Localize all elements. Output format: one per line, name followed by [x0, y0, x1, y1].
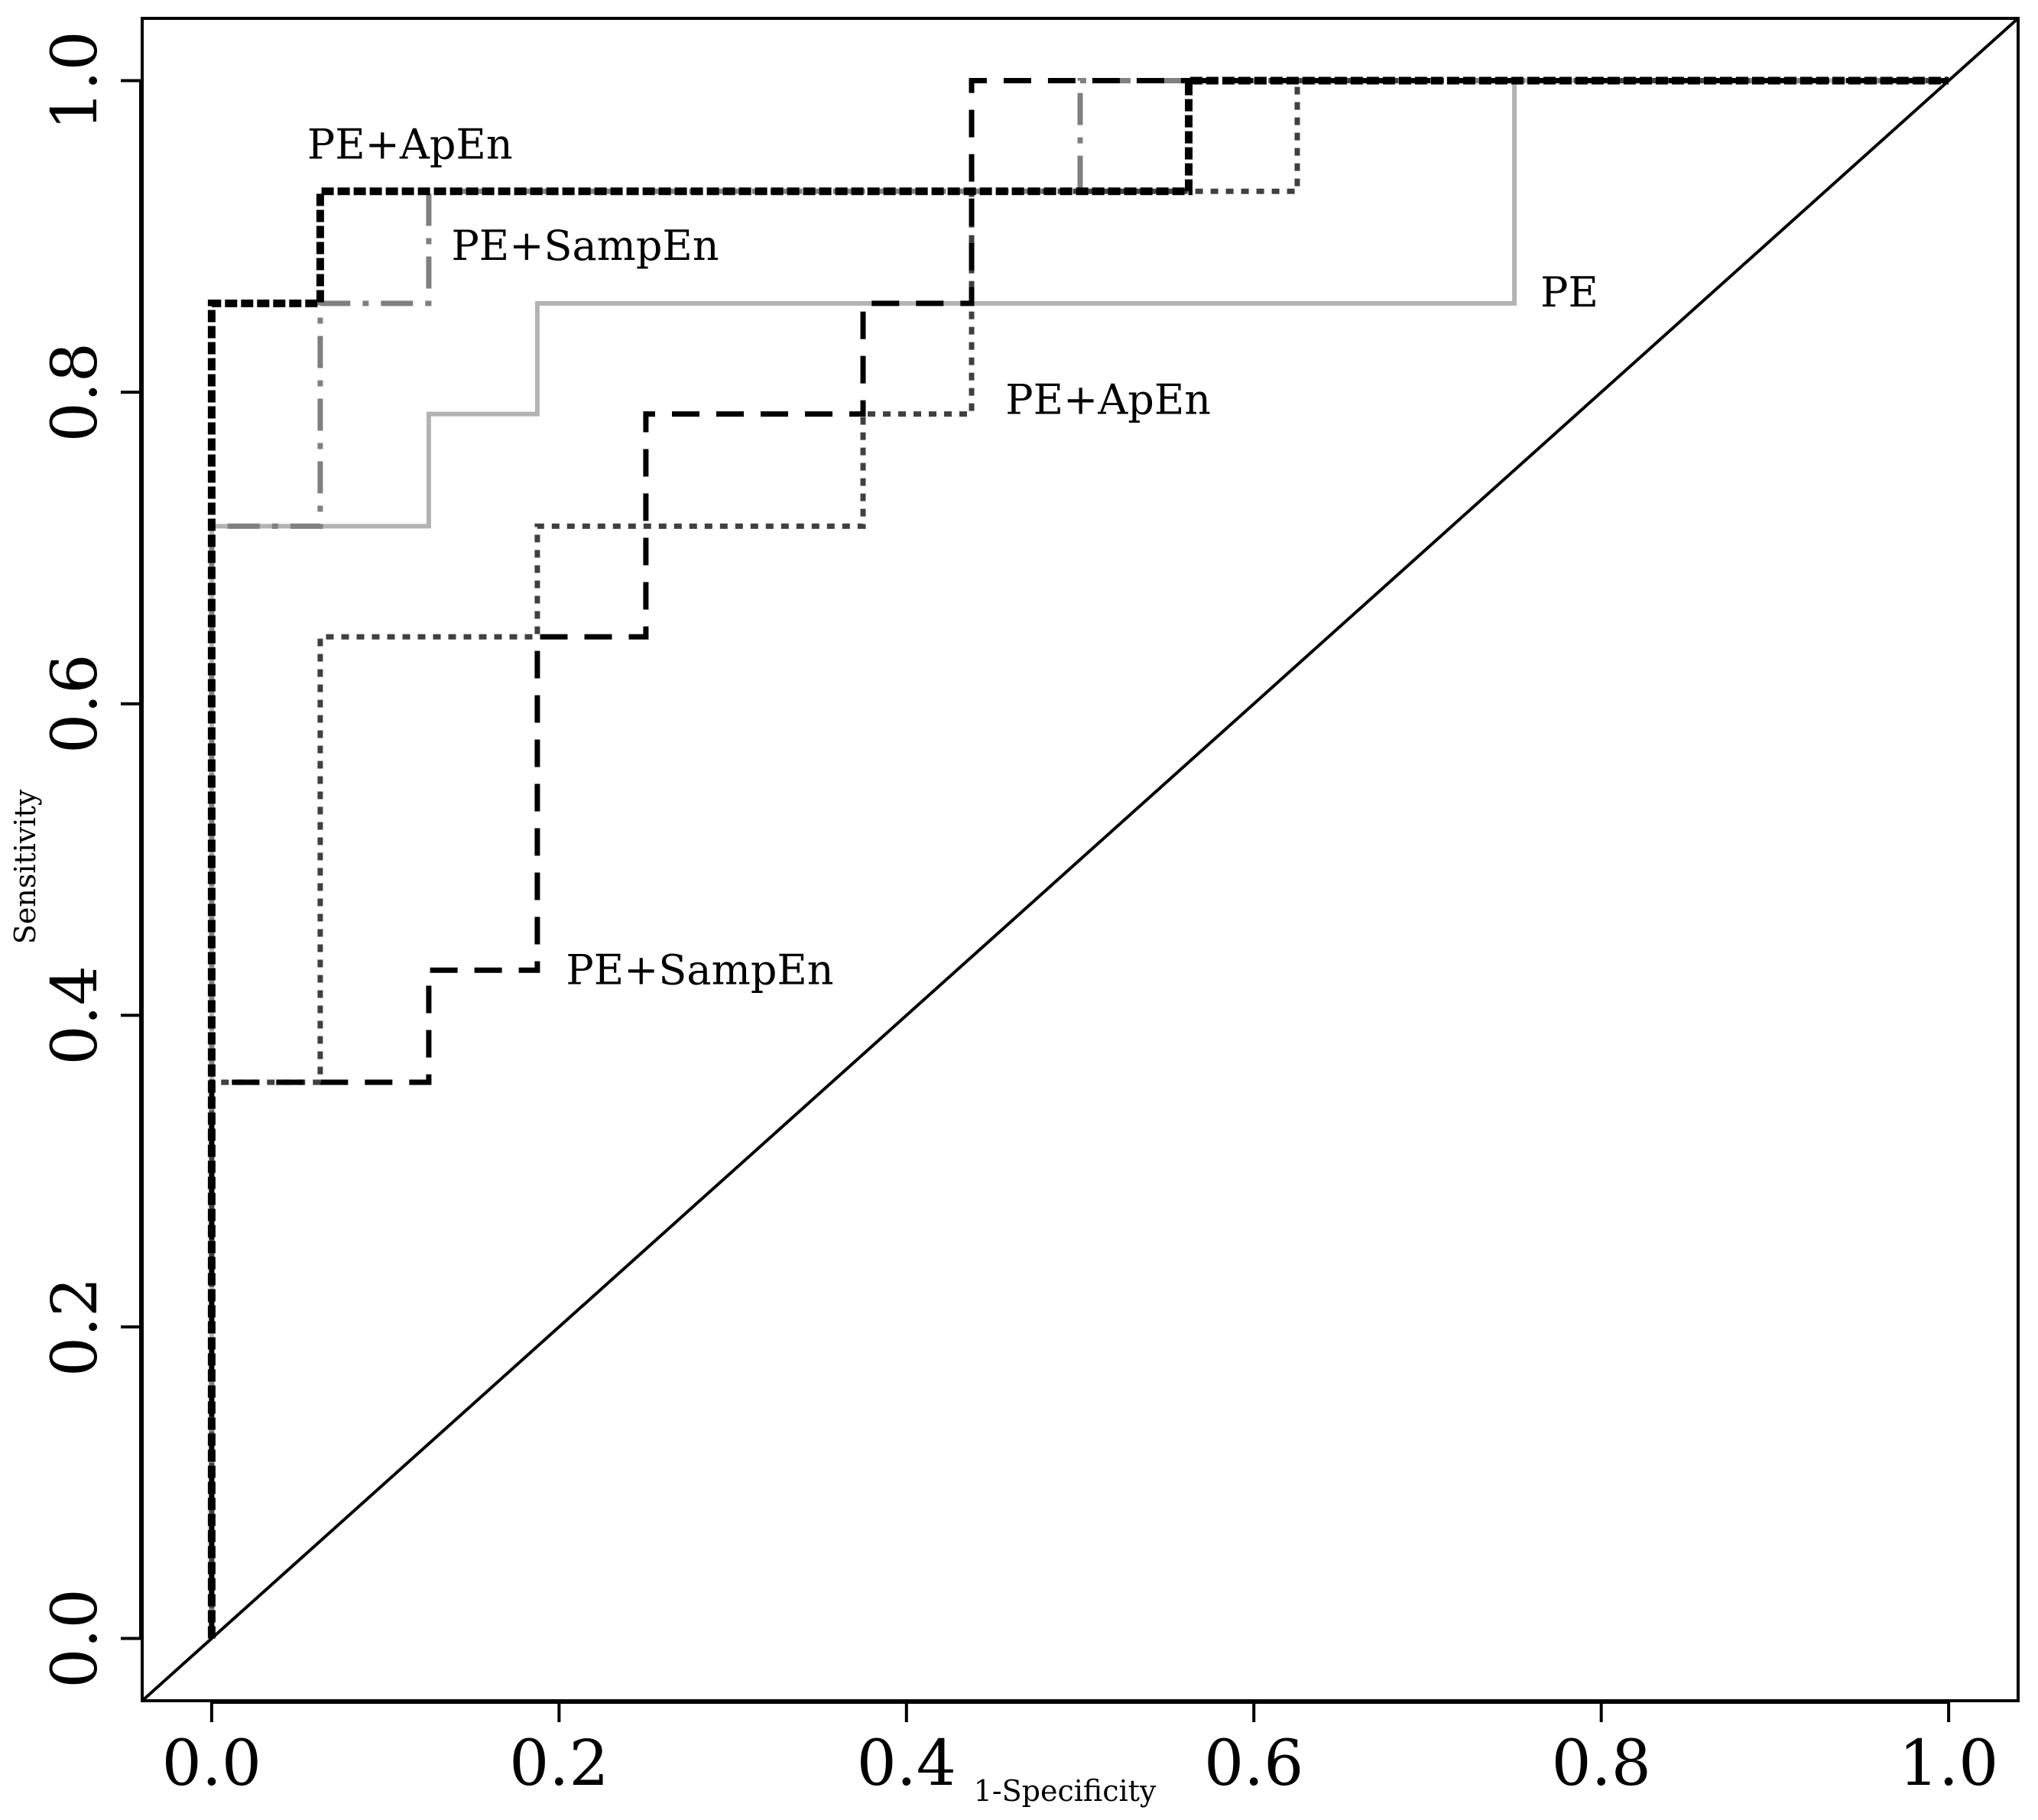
curve-annotations: PE+ApEn PE+SampEn PE PE+ApEn PE+SampEn [307, 120, 1598, 994]
y-axis: 0.0 0.2 0.4 0.6 0.8 1.0 [39, 31, 142, 1689]
x-tick-label: 0.6 [1204, 1728, 1303, 1800]
curve-label: PE+SampEn [566, 946, 833, 994]
x-tick-label: 1.0 [1899, 1728, 1998, 1800]
roc-curve-5 [207, 76, 1949, 1639]
roc-curve-4 [209, 78, 1949, 1639]
y-tick-label: 0.6 [39, 654, 112, 753]
reference-diagonal-line [142, 18, 2018, 1701]
x-tick-label: 0.8 [1551, 1728, 1650, 1800]
x-tick-label: 0.0 [162, 1728, 261, 1800]
curve-label: PE+ApEn [307, 120, 513, 168]
x-tick-label: 0.2 [509, 1728, 608, 1800]
y-tick-label: 1.0 [39, 31, 112, 130]
y-axis-title: Sensitivity [8, 789, 42, 944]
roc-curve-2 [209, 78, 1949, 1639]
x-axis-title: 1-Specificity [974, 1774, 1157, 1808]
curve-label: PE [1540, 268, 1598, 316]
y-tick-label: 0.0 [39, 1588, 112, 1688]
curve-label: PE+SampEn [451, 222, 719, 270]
roc-curve-1 [209, 78, 1949, 1639]
x-tick-label: 0.4 [857, 1728, 956, 1800]
curve-label: PE+ApEn [1005, 376, 1211, 424]
x-axis: 0.0 0.2 0.4 0.6 0.8 1.0 [162, 1701, 1998, 1800]
y-tick-label: 0.4 [39, 965, 112, 1065]
y-tick-label: 0.8 [39, 342, 112, 442]
y-tick-label: 0.2 [39, 1277, 112, 1377]
roc-curve-3 [209, 78, 1949, 1639]
plot-area [142, 18, 2018, 1701]
